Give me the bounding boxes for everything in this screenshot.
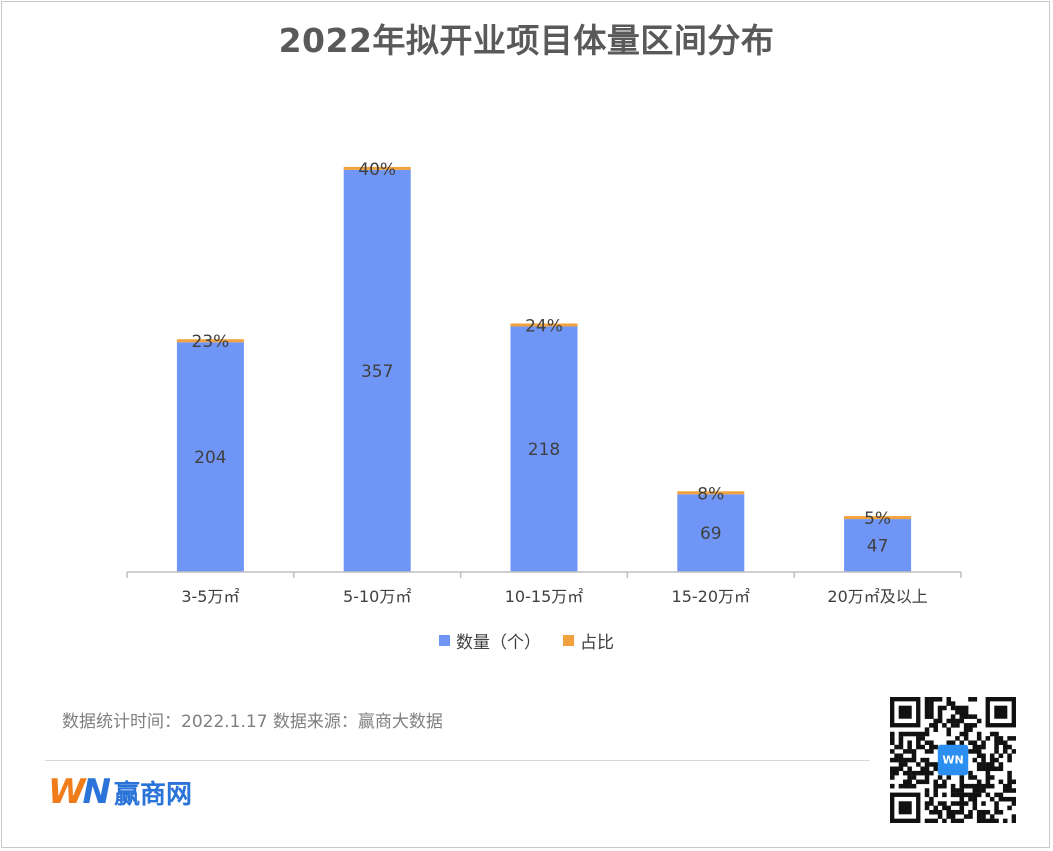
data-label-ratio-1: 40% bbox=[358, 160, 396, 180]
bar-ratio-0 bbox=[176, 339, 244, 343]
data-label-count-2: 218 bbox=[528, 440, 560, 460]
legend: 数量（个） 占比 bbox=[0, 628, 1053, 653]
data-label-count-1: 357 bbox=[361, 362, 393, 382]
qr-center-label: WN bbox=[942, 753, 963, 766]
bar-ratio-1 bbox=[343, 166, 411, 170]
legend-swatch-count bbox=[439, 635, 450, 646]
legend-label-count: 数量（个） bbox=[456, 633, 541, 653]
bar-count-4 bbox=[844, 519, 912, 572]
bar-ratio-2 bbox=[510, 323, 578, 327]
legend-label-ratio: 占比 bbox=[580, 633, 614, 653]
x-tick-label-4: 20万㎡及以上 bbox=[827, 587, 927, 606]
data-label-ratio-2: 24% bbox=[525, 316, 563, 336]
x-tick-label-3: 15-20万㎡ bbox=[672, 587, 751, 606]
logo-text: 赢商网 bbox=[113, 779, 192, 810]
legend-swatch-ratio bbox=[563, 635, 574, 646]
legend-item-ratio: 占比 bbox=[563, 628, 614, 653]
bar-count-3 bbox=[677, 494, 745, 572]
data-label-count-3: 69 bbox=[700, 524, 722, 544]
bar-count-1 bbox=[343, 169, 411, 572]
winshang-logo: WN 赢商网 bbox=[48, 772, 192, 812]
qr-code-icon: WN bbox=[890, 697, 1016, 823]
data-label-count-4: 47 bbox=[867, 537, 889, 557]
footer-divider bbox=[45, 760, 870, 761]
bar-count-0 bbox=[176, 342, 244, 572]
data-label-ratio-4: 5% bbox=[864, 509, 891, 529]
chart-title: 2022年拟开业项目体量区间分布 bbox=[278, 21, 775, 60]
source-note: 数据统计时间：2022.1.17 数据来源：赢商大数据 bbox=[62, 712, 443, 732]
bar-count-2 bbox=[510, 326, 578, 572]
x-tick-label-0: 3-5万㎡ bbox=[181, 587, 239, 606]
bar-ratio-4 bbox=[844, 516, 912, 520]
data-label-count-0: 204 bbox=[194, 448, 226, 468]
data-label-ratio-0: 23% bbox=[192, 332, 230, 352]
logo-mark: WN bbox=[48, 772, 111, 812]
x-tick-label-1: 5-10万㎡ bbox=[343, 587, 411, 606]
x-tick-label-2: 10-15万㎡ bbox=[505, 587, 584, 606]
legend-item-count: 数量（个） bbox=[439, 628, 541, 653]
data-label-ratio-3: 8% bbox=[697, 484, 724, 504]
bar-ratio-3 bbox=[677, 491, 745, 495]
